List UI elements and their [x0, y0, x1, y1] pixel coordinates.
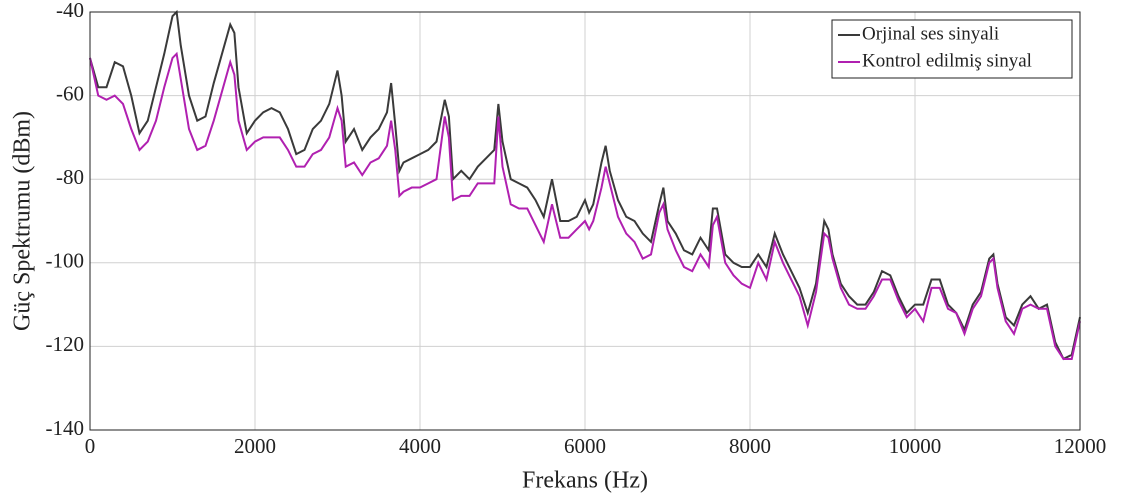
x-tick-label: 6000 [564, 434, 606, 458]
y-tick-label: -60 [56, 81, 84, 105]
x-tick-label: 4000 [399, 434, 441, 458]
x-tick-label: 12000 [1054, 434, 1107, 458]
y-tick-label: -40 [56, 0, 84, 22]
y-tick-label: -100 [46, 249, 85, 273]
y-axis-label: Güç Spektrumu (dBm) [10, 111, 36, 331]
y-tick-label: -80 [56, 165, 84, 189]
y-tick-label: -120 [46, 332, 85, 356]
x-tick-label: 2000 [234, 434, 276, 458]
legend-label: Orjinal ses sinyali [862, 23, 999, 44]
y-tick-label: -140 [46, 416, 85, 440]
data-line [89, 51, 1081, 360]
legend-label: Kontrol edilmiş sinyal [862, 50, 1032, 71]
data-line [89, 9, 1081, 361]
x-axis-label: Frekans (Hz) [522, 468, 648, 494]
legend: Orjinal ses sinyali Kontrol edilmiş sinya… [831, 19, 1073, 79]
x-tick-label: 10000 [889, 434, 942, 458]
x-tick-label: 8000 [729, 434, 771, 458]
plot-frame [89, 11, 1081, 431]
legend-box [831, 19, 1073, 79]
x-tick-label: 0 [85, 434, 96, 458]
